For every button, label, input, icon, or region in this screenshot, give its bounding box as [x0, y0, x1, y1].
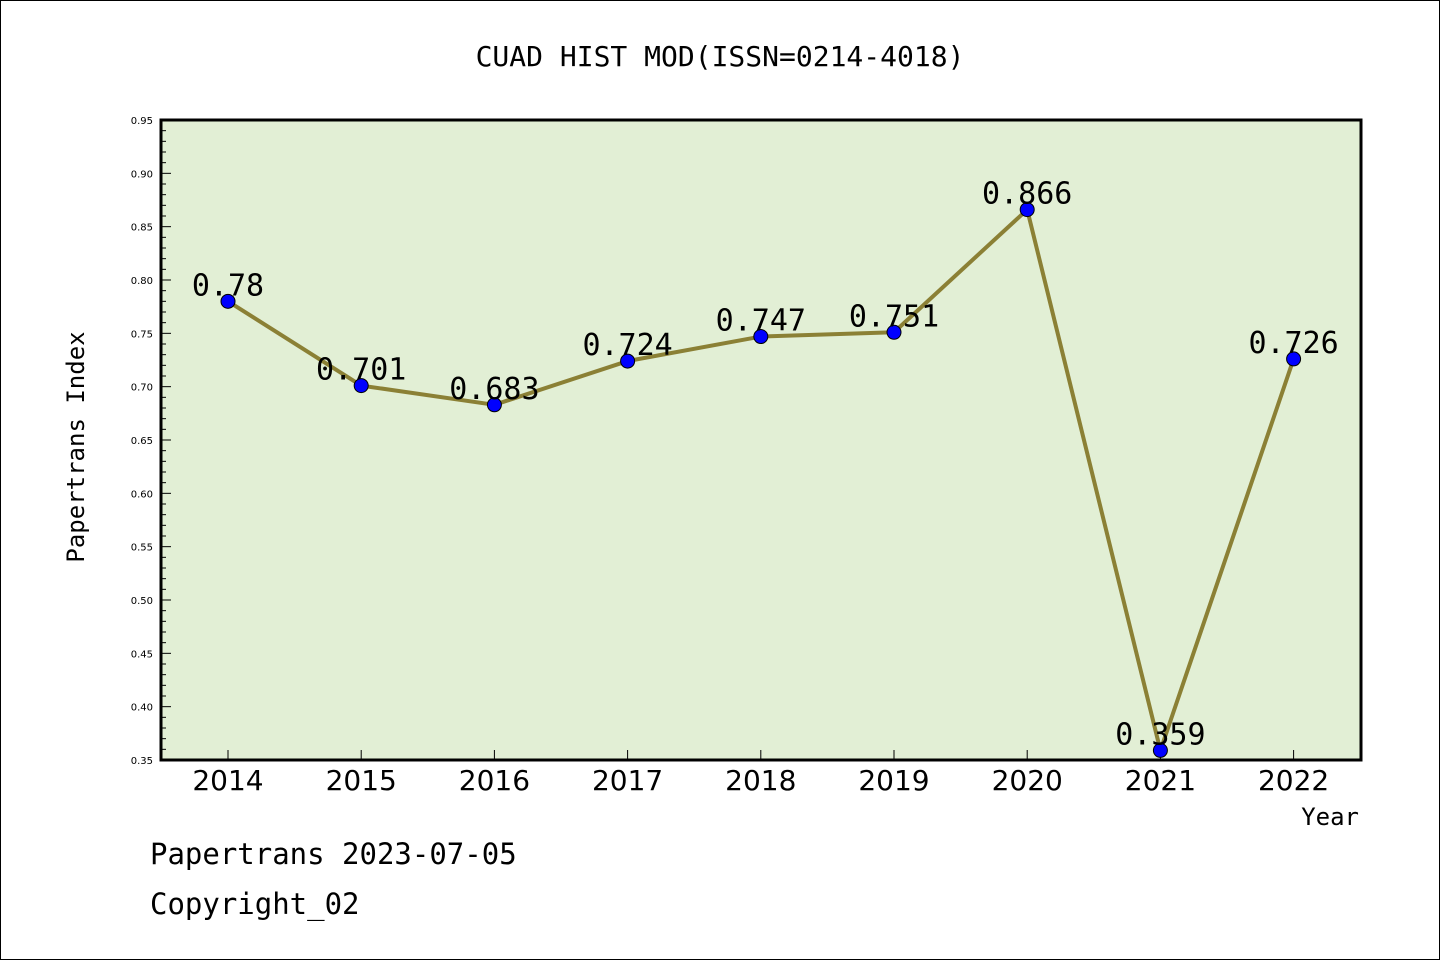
data-point	[353, 378, 369, 394]
x-tick-label: 2016	[459, 764, 530, 797]
x-tick-label: 2018	[725, 764, 796, 797]
plot-area	[159, 118, 1363, 762]
x-tick-label: 2020	[992, 764, 1063, 797]
x-tick-label: 2014	[192, 764, 263, 797]
series-markers	[220, 202, 1302, 758]
data-point	[753, 329, 769, 345]
y-tick-label: 0.65	[131, 436, 153, 447]
x-tick-label: 2021	[1125, 764, 1196, 797]
y-tick-label: 0.60	[131, 489, 153, 500]
y-tick-label: 0.45	[131, 649, 153, 660]
data-point	[886, 324, 902, 340]
y-tick-label: 0.35	[131, 756, 153, 767]
x-axis-label: Year	[1301, 803, 1359, 831]
data-label: 0.866	[982, 177, 1072, 212]
y-axis-label: Papertrans Index	[62, 331, 90, 562]
x-axis: 2014 2015 2016 2017 2018 2019 2020 2021 2022	[192, 750, 1329, 797]
data-label: 0.747	[716, 304, 806, 339]
y-tick-label: 0.75	[131, 329, 153, 340]
x-tick-label: 2017	[592, 764, 663, 797]
x-tick-label: 2019	[858, 764, 929, 797]
y-tick-label: 0.95	[131, 116, 153, 127]
footer-date: Papertrans 2023-07-05	[150, 837, 517, 871]
y-axis: 0.35 0.40 0.45 0.50 0.55 0.60 0.65 0.70 0.75 0.80…	[131, 116, 171, 767]
y-tick-label: 0.50	[131, 596, 153, 607]
data-point	[1152, 742, 1168, 758]
y-tick-label: 0.55	[131, 543, 153, 554]
data-point	[486, 397, 502, 413]
data-point	[620, 353, 636, 369]
y-tick-label: 0.70	[131, 383, 153, 394]
data-labels: 0.78 0.701 0.683 0.724 0.747 0.751 0.866 0.359 0…	[192, 177, 1339, 753]
data-label: 0.726	[1248, 326, 1338, 361]
chart-title: CUAD HIST MOD(ISSN=0214-4018)	[476, 40, 965, 73]
footer-copyright: Copyright_02	[150, 887, 360, 922]
x-tick-label: 2015	[326, 764, 397, 797]
data-label: 0.359	[1115, 717, 1205, 752]
data-label: 0.751	[849, 299, 939, 334]
x-tick-label: 2022	[1258, 764, 1329, 797]
data-point	[1286, 351, 1302, 367]
data-label: 0.78	[192, 268, 264, 303]
data-point	[220, 293, 236, 309]
y-tick-label: 0.85	[131, 223, 153, 234]
y-tick-label: 0.80	[131, 276, 153, 287]
data-point	[1019, 202, 1035, 218]
y-tick-label: 0.90	[131, 169, 153, 180]
data-label: 0.724	[582, 328, 672, 363]
y-tick-label: 0.40	[131, 703, 153, 714]
data-label: 0.701	[316, 353, 406, 388]
data-label: 0.683	[449, 372, 539, 407]
